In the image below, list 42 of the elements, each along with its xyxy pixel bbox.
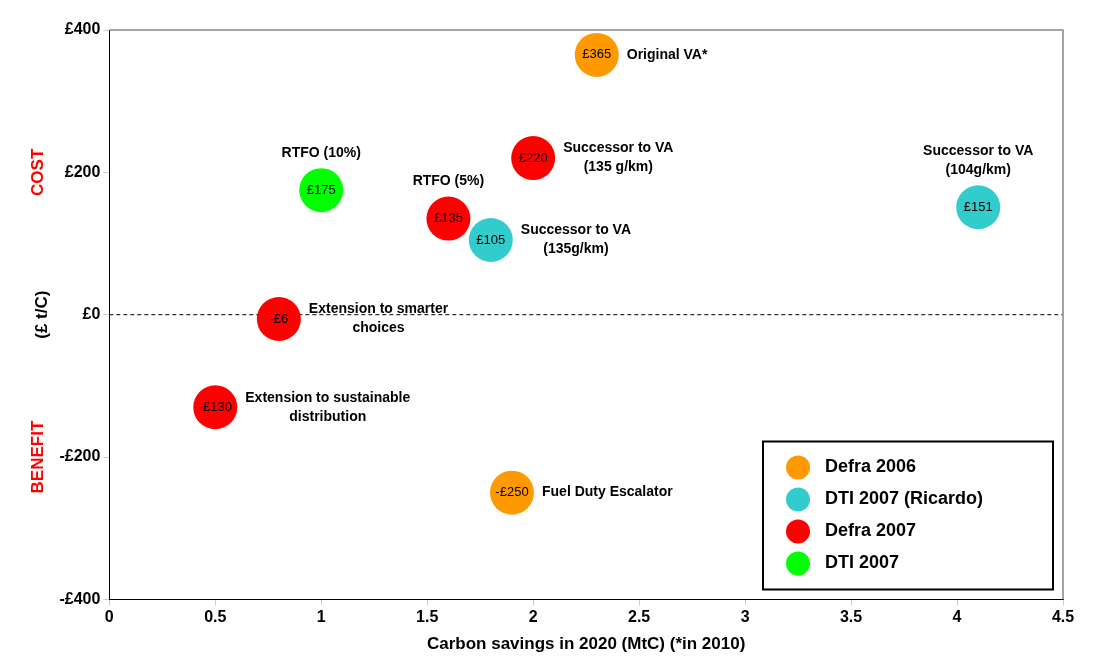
data-label: £365	[582, 46, 612, 62]
y-tick-label: £400	[64, 20, 101, 38]
x-axis-title: Carbon savings in 2020 (MtC) (*in 2010)	[426, 634, 746, 654]
point	[256, 296, 301, 341]
data-label: -£6	[269, 310, 289, 326]
data-label: £220	[518, 149, 548, 165]
annotation: Extension to smarter choices	[308, 300, 449, 336]
annotation: Successor to VA (135 g/km)	[563, 139, 674, 175]
text: COST	[27, 148, 47, 196]
x-tick-label: 0	[104, 608, 114, 626]
data-label: £151	[963, 198, 993, 214]
y-tick-label: £0	[82, 305, 101, 323]
annotation: Fuel Duty Escalator	[541, 483, 674, 500]
legend-label: Defra 2006	[825, 456, 917, 477]
annotation: RTFO (10%)	[281, 143, 361, 160]
y-tick-label: -£200	[59, 447, 101, 465]
data-label: -£250	[495, 484, 529, 500]
data-label: £135	[433, 210, 463, 226]
x-tick-label: 4.5	[1051, 608, 1075, 626]
annotation: Successor to VA (135g/km)	[520, 221, 632, 257]
data-label: £105	[476, 231, 506, 247]
legend-label: Defra 2007	[825, 520, 917, 541]
x-tick-label: 0.5	[204, 608, 227, 626]
x-tick-label: 1.5	[416, 608, 439, 626]
legend-label: DTI 2007 (Ricardo)	[825, 488, 984, 509]
annotation: Extension to sustainable distribution	[245, 388, 411, 424]
x-tick-label: 4	[952, 608, 962, 626]
text: BENEFIT	[27, 420, 47, 494]
annotation: RTFO (5%)	[412, 171, 485, 188]
x-tick-label: 2.5	[628, 608, 651, 626]
annotation: Successor to VA (104g/km)	[923, 141, 1034, 177]
x-tick-label: 2	[528, 608, 538, 626]
data-label: -£130	[198, 398, 232, 414]
x-tick-label: 3	[740, 608, 750, 626]
x-tick-label: 1	[316, 608, 326, 626]
x-tick-label: 3.5	[839, 608, 863, 626]
y-axis-title: (£ t/C)	[31, 290, 51, 339]
y-tick-label: £200	[64, 162, 101, 180]
annotation: Original VA*	[626, 45, 708, 62]
data-label: £175	[306, 181, 336, 197]
y-tick-label: -£400	[59, 589, 101, 607]
legend-label: DTI 2007	[825, 552, 900, 573]
